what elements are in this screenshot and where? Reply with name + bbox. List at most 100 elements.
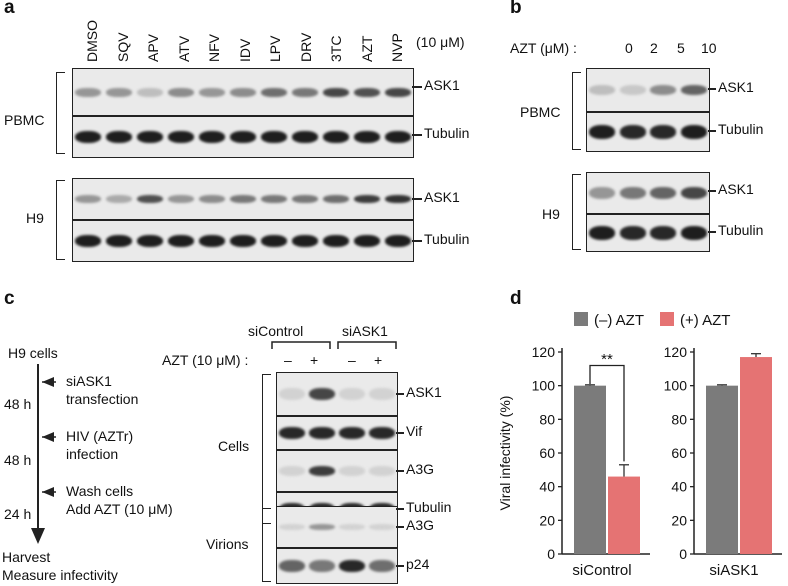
panel-b-conc-10: 10 — [701, 40, 717, 56]
band — [589, 187, 616, 199]
y-tick-label: 60 — [539, 445, 555, 461]
bar — [608, 476, 640, 554]
bracket-b-h9 — [572, 174, 581, 250]
panel-letter-d: d — [510, 288, 522, 309]
bar — [574, 385, 606, 554]
timeline-time-1: 48 h — [4, 396, 32, 412]
band — [75, 195, 102, 203]
group-a-pbmc: PBMC — [4, 112, 45, 128]
band — [619, 187, 646, 199]
band — [353, 131, 380, 143]
band — [589, 226, 616, 240]
group-a-h9: H9 — [26, 210, 44, 226]
band — [230, 195, 256, 203]
band — [106, 131, 133, 143]
bracket-a-pbmc — [56, 72, 65, 154]
band — [230, 235, 256, 247]
band — [279, 524, 305, 530]
group-label: siASK1 — [709, 562, 758, 579]
band — [369, 427, 395, 439]
section-c-cells: Cells — [218, 438, 250, 454]
blot-c-ask1 — [276, 372, 398, 416]
band — [168, 87, 195, 97]
band — [106, 195, 133, 203]
y-tick-label: 0 — [679, 546, 687, 562]
lane-label-drv: DRV — [297, 32, 314, 62]
band — [619, 226, 646, 240]
section-c-virions: Virions — [206, 536, 249, 552]
bracket-a-h9 — [56, 180, 65, 260]
bracket-b-pbmc — [572, 72, 581, 150]
blot-c-label-6: p24 — [406, 556, 430, 572]
band — [168, 235, 195, 247]
timeline-start: H9 cells — [8, 345, 58, 361]
band — [75, 131, 102, 143]
y-tick-label: 40 — [671, 479, 687, 495]
y-tick-label: 120 — [664, 344, 688, 360]
lane-label-sqv: SQV — [114, 32, 131, 62]
blot-b-h9-tubulin — [586, 214, 710, 252]
significance-label: ** — [601, 351, 613, 368]
y-tick-label: 20 — [539, 512, 555, 528]
band — [137, 235, 164, 247]
band — [168, 195, 195, 203]
band — [650, 226, 677, 240]
band — [199, 131, 226, 143]
band — [279, 427, 305, 439]
y-tick-label: 60 — [671, 445, 687, 461]
timeline-time-2: 48 h — [4, 452, 32, 468]
blot-a-pbmc-tubulin — [72, 116, 414, 158]
band — [199, 195, 226, 203]
band — [680, 125, 707, 139]
band — [589, 125, 616, 139]
panel-letter-b: b — [510, 0, 522, 18]
band — [339, 427, 365, 439]
group-label: siControl — [572, 562, 631, 579]
blot-c-a3g-virions — [276, 506, 398, 548]
lane-label-nvp: NVP — [389, 33, 405, 62]
band — [384, 131, 411, 143]
band — [230, 131, 256, 143]
band — [260, 195, 287, 203]
band — [384, 87, 411, 97]
band — [137, 87, 164, 97]
y-tick-label: 100 — [532, 378, 556, 394]
significance-bracket — [589, 364, 625, 462]
band — [369, 466, 395, 476]
panel-c-azt-label: AZT (10 μM) : — [162, 352, 249, 368]
band — [619, 85, 646, 95]
band — [309, 427, 335, 439]
blot-c-label-4: Tubulin — [406, 499, 452, 515]
panel-letter-c: c — [4, 288, 15, 309]
band — [291, 235, 318, 247]
band — [680, 85, 707, 95]
band — [279, 466, 305, 476]
y-tick-label: 100 — [664, 378, 688, 394]
band — [589, 85, 616, 95]
bar — [740, 357, 772, 554]
blot-c-label-5: A3G — [406, 517, 435, 533]
group-c-siask1: siASK1 — [342, 323, 388, 339]
sign-4: + — [374, 352, 383, 368]
band — [137, 131, 164, 143]
blot-c-label-1: ASK1 — [406, 384, 442, 400]
blot-b-pbmc-tubulin — [586, 112, 710, 152]
blot-c-a3g-cells — [276, 450, 398, 492]
y-tick-label: 120 — [532, 344, 556, 360]
panel-letter-a: a — [4, 0, 15, 18]
blot-a-label-2: Tubulin — [424, 125, 470, 141]
panel-a-concentration: (10 μM) — [416, 34, 465, 50]
timeline-end: Harvest Measure infectivity — [2, 549, 118, 583]
band — [137, 195, 164, 203]
band — [339, 560, 365, 572]
blot-b-label-3: ASK1 — [718, 181, 754, 197]
y-tick-label: 80 — [539, 411, 555, 427]
y-tick-label: 0 — [547, 546, 555, 562]
group-b-h9: H9 — [542, 206, 560, 222]
lane-label-3tc: 3TC — [328, 35, 344, 62]
band — [384, 235, 411, 247]
band — [322, 195, 349, 203]
blot-c-p24 — [276, 548, 398, 584]
blot-c-vif — [276, 416, 398, 450]
band — [75, 87, 102, 97]
